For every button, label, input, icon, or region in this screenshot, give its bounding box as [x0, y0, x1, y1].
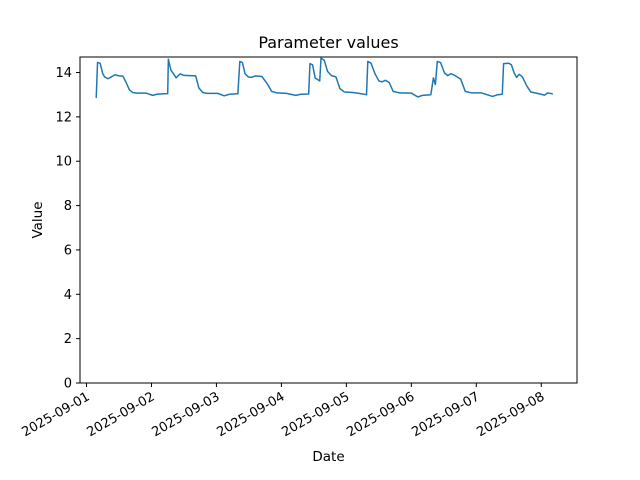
x-tick-label: 2025-09-02	[85, 389, 158, 440]
x-tick-label: 2025-09-06	[344, 389, 417, 440]
x-tick-label: 2025-09-04	[214, 389, 287, 440]
y-tick-label: 8	[64, 199, 72, 214]
y-tick-label: 2	[64, 332, 72, 347]
y-tick-label: 4	[64, 288, 72, 303]
x-tick-label: 2025-09-05	[279, 389, 352, 440]
x-tick-label: 2025-09-03	[149, 389, 222, 440]
y-tick-label: 10	[55, 155, 72, 170]
axes-frame	[79, 56, 578, 384]
chart-title: Parameter values	[258, 33, 399, 52]
data-line-parameter-value	[95, 57, 554, 99]
y-tick-label: 6	[64, 243, 72, 258]
y-tick-label: 12	[55, 110, 72, 125]
x-tick-label: 2025-09-01	[20, 389, 93, 440]
x-tick-label: 2025-09-07	[409, 389, 482, 440]
x-axis-label: Date	[312, 449, 345, 465]
x-tick-label: 2025-09-08	[474, 389, 547, 440]
y-tick-label: 0	[64, 377, 72, 392]
y-tick-label: 14	[55, 66, 72, 81]
